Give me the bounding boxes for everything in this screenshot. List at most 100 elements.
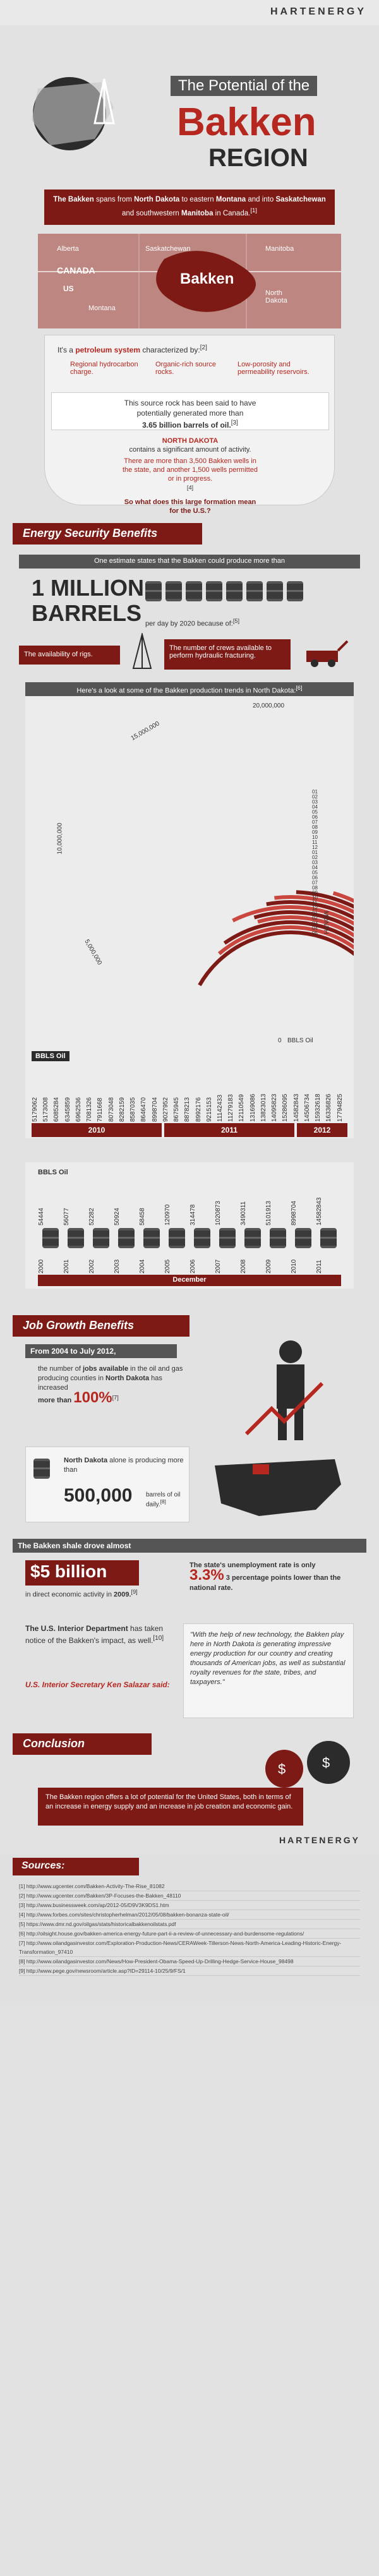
label-month: MONTH [322, 911, 329, 934]
source-item[interactable]: [8] http://www.oilandgasinvestor.com/New… [19, 1957, 360, 1966]
month-tick-label: 08 [312, 824, 318, 830]
title-line2: Bakken [177, 100, 316, 144]
source-item[interactable]: [2] http://www.ugcenter.com/Bakken/3P-Fo… [19, 1891, 360, 1901]
december-year-label: 2003 [114, 1259, 121, 1273]
label-10m: 10,000,000 [56, 822, 64, 855]
source-item[interactable]: [1] http://www.ugcenter.com/Bakken-Activ… [19, 1882, 360, 1891]
jobs-more-than: more than [38, 1397, 72, 1404]
month-tick-label: 03 [312, 860, 318, 865]
source-item[interactable]: [6] http://oilsight.house.gov/bakken-ame… [19, 1929, 360, 1939]
december-panel: BBLS Oil 54444 56077 52282 50924 58458 120970… [25, 1162, 354, 1289]
interior-ref: [10] [153, 1635, 164, 1642]
interior-text2: has taken notice of the Bakken's impact,… [25, 1624, 164, 1645]
jobs-from: From 2004 to July 2012, [25, 1344, 177, 1358]
globe-map-icon [32, 77, 114, 150]
sources-list: [1] http://www.ugcenter.com/Bakken-Activ… [19, 1882, 360, 1976]
december-value-label: 120970 [164, 1204, 171, 1225]
petroleum-bold: petroleum system [75, 346, 141, 354]
source-item[interactable]: [9] http://www.pege.gov/newsroom/article… [19, 1966, 360, 1976]
map-saskatchewan: Saskatchewan [145, 245, 191, 253]
energy-million: 1 MILLION [32, 575, 144, 601]
monthly-value-label: 6962536 [75, 1097, 82, 1122]
december-value-label: 54444 [38, 1208, 45, 1225]
year-2010: 2010 [32, 1123, 162, 1137]
barrel-icon [246, 581, 263, 601]
barrel-icon [143, 1228, 160, 1248]
us-map-icon [215, 1459, 341, 1516]
map-bakken: Bakken [180, 270, 234, 287]
barrel-icon [320, 1228, 337, 1248]
december-year-label: 2010 [291, 1259, 298, 1273]
interior-said: U.S. Interior Secretary Ken Salazar said… [25, 1680, 170, 1689]
month-tick-label: 07 [312, 819, 318, 825]
nd-production-text: North Dakota alone is producing more tha… [64, 1456, 184, 1475]
month-tick-label: 03 [312, 799, 318, 805]
december-year-label: 2011 [316, 1260, 323, 1273]
production-arc-mark [198, 930, 354, 987]
source-item[interactable]: [7] http://www.oilandgasinvestor.com/Exp… [19, 1939, 360, 1957]
production-arc-mark [274, 895, 354, 915]
shale-unemp-text: The state's unemployment rate is only [190, 1562, 316, 1569]
years-row: 2010 2011 2012 [32, 1123, 347, 1137]
source-item[interactable]: [3] http://www.businessweek.com/ap/2012-… [19, 1901, 360, 1910]
label-zero: 0 [278, 1037, 282, 1044]
month-tick-label: 05 [312, 930, 318, 936]
december-value-label: 8998704 [291, 1201, 298, 1225]
production-arc-mark [232, 905, 354, 926]
source-item[interactable]: [4] http://www.forbes.com/sites/christop… [19, 1910, 360, 1920]
bakken-map: Alberta Saskatchewan Manitoba CANADA US … [38, 234, 341, 328]
intro-banner: The Bakken spans from North Dakota to ea… [44, 190, 335, 225]
intro-text2: to eastern [179, 196, 216, 203]
map-us: US [63, 284, 74, 293]
energy-heading: Energy Security Benefits [13, 523, 202, 545]
source-item[interactable]: [5] https://www.dmr.nd.gov/oilgas/stats/… [19, 1920, 360, 1929]
monthly-value-label: 14095823 [271, 1093, 279, 1122]
petroleum-outro: characterized by: [140, 346, 200, 354]
shale-below: 3 percentage points lower than the natio… [190, 1574, 341, 1592]
jobs-text: the number of jobs available in the oil … [38, 1364, 190, 1405]
interior-box: The U.S. Interior Department has taken n… [25, 1623, 171, 1646]
monthly-value-label: 7081326 [86, 1097, 93, 1122]
source-rock-line3: 3.65 billion barrels of oil. [142, 421, 231, 430]
jobs-bold2: North Dakota [105, 1375, 150, 1382]
page-bottom [0, 2006, 379, 2576]
businessman-icon [244, 1340, 324, 1440]
header-bar: HARTENERGY [0, 0, 379, 25]
source-rock-line1: This source rock has been said to have [124, 399, 256, 407]
december-value-label: 52282 [88, 1208, 95, 1225]
svg-text:$: $ [278, 1761, 286, 1777]
monthly-value-label: 6085284 [53, 1097, 61, 1122]
monthly-value-label: 11142433 [216, 1094, 224, 1122]
monthly-value-label: 13823013 [260, 1093, 267, 1122]
jobs-barrels-num: 500,000 [64, 1485, 133, 1506]
sources-panel: Sources: [1] http://www.ugcenter.com/Bak… [0, 1854, 379, 2006]
shale-ref: [9] [131, 1589, 138, 1595]
december-year-label: 2004 [139, 1259, 146, 1273]
petroleum-item-1: Regional hydrocarbon charge. [70, 361, 138, 376]
barrel-icon [118, 1228, 135, 1248]
jobs-ref: [7] [112, 1394, 119, 1401]
december-year-label: 2007 [215, 1259, 222, 1273]
production-arc-chart: 0102030405060708091011120102030405060708… [198, 789, 354, 1050]
crews-box: The number of crews available to perform… [164, 639, 291, 670]
month-tick-label: 11 [312, 900, 318, 906]
monthly-value-label: 14506734 [303, 1093, 311, 1122]
title-area: The Potential of the Bakken REGION [25, 38, 354, 183]
barrel-icon [93, 1228, 109, 1248]
shale-direct-text: in direct economic activity in [25, 1591, 114, 1599]
nd-bullet: There are more than 3,500 Bakken wells i… [122, 457, 258, 483]
energy-barrels: BARRELS [32, 600, 142, 626]
intro-mt: Montana [215, 196, 246, 203]
month-tick-label: 12 [312, 845, 318, 850]
shale-year: 2009. [114, 1591, 131, 1599]
december-barrels-row [38, 1228, 341, 1253]
trends-ref: [6] [296, 685, 303, 691]
intro-ref: [1] [250, 207, 257, 214]
intro-text1: spans from [93, 196, 135, 203]
december-bbls: BBLS Oil [38, 1169, 68, 1176]
intro-nd: North Dakota [134, 196, 180, 203]
month-tick-label: 05 [312, 870, 318, 876]
source-rock-box: This source rock has been said to have p… [51, 392, 329, 430]
map-canada: CANADA [57, 265, 95, 275]
production-arc-mark [291, 939, 354, 1050]
